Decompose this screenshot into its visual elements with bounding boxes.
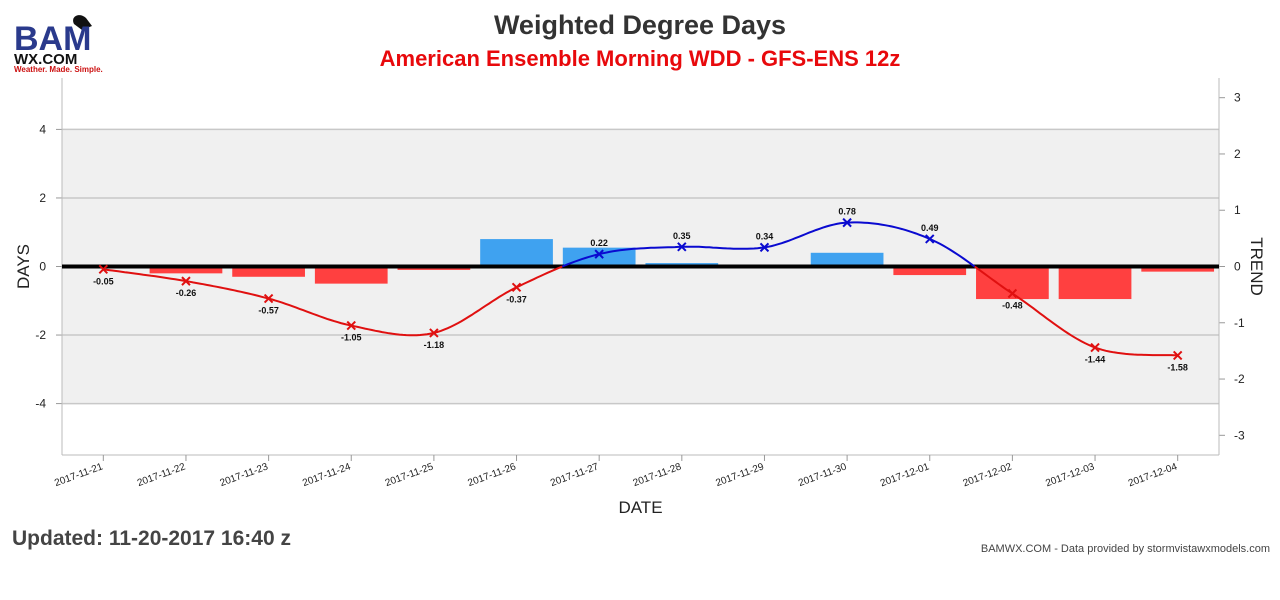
trend-marker — [511, 282, 522, 293]
y-axis-title: DAYS — [14, 244, 33, 289]
trend-marker — [263, 293, 274, 304]
x-axis-title: DATE — [618, 498, 662, 517]
trend-data-label: 0.22 — [590, 238, 608, 248]
trend-data-label: -0.26 — [176, 288, 197, 298]
trend-marker — [677, 242, 687, 252]
x-tick-label: 2017-11-29 — [714, 461, 766, 489]
x-tick-label: 2017-11-27 — [549, 461, 601, 489]
trend-marker — [98, 264, 109, 275]
y2-tick-label: -2 — [1234, 372, 1245, 386]
trend-marker — [842, 217, 852, 228]
trend-marker — [594, 249, 604, 259]
logo-site-text: WX.COM — [14, 51, 77, 68]
wdd-bar — [562, 247, 636, 267]
y2-axis-title: TREND — [1247, 237, 1266, 296]
y-tick-label: -4 — [35, 397, 46, 411]
trend-data-label: -0.57 — [258, 306, 279, 316]
trend-data-label: -1.58 — [1167, 362, 1188, 372]
data-credit: BAMWX.COM - Data provided by stormvistaw… — [980, 543, 1270, 555]
trend-marker — [1090, 342, 1100, 353]
logo-bam-text: BAM — [14, 20, 91, 58]
y2-tick-label: 1 — [1234, 203, 1241, 217]
x-tick-label: 2017-11-26 — [466, 461, 518, 489]
trend-data-label: 0.34 — [756, 231, 774, 241]
trend-data-label: -0.05 — [93, 276, 114, 286]
x-tick-label: 2017-12-01 — [879, 461, 931, 489]
x-tick-label: 2017-11-23 — [218, 461, 270, 489]
trend-data-label: 0.35 — [673, 231, 691, 241]
y2-tick-label: 2 — [1234, 147, 1241, 161]
trend-marker — [181, 276, 191, 286]
wdd-bar — [893, 266, 967, 276]
y-tick-label: 4 — [39, 122, 46, 136]
y2-tick-label: -3 — [1234, 428, 1245, 442]
x-tick-label: 2017-12-03 — [1044, 461, 1096, 489]
wdd-bar — [149, 266, 223, 274]
wdd-bar — [810, 252, 884, 267]
trend-data-label: -1.05 — [341, 333, 362, 343]
trend-data-label: -1.44 — [1085, 355, 1106, 365]
updated-timestamp: Updated: 11-20-2017 16:40 z — [12, 527, 291, 550]
x-tick-label: 2017-11-24 — [301, 461, 353, 489]
trend-marker — [1007, 288, 1018, 299]
y2-tick-label: -1 — [1234, 316, 1245, 330]
trend-marker — [346, 320, 356, 331]
y2-tick-label: 0 — [1234, 260, 1241, 274]
chart-title: Weighted Degree Days — [493, 10, 787, 40]
trend-marker — [429, 328, 439, 338]
trend-data-label: -0.48 — [1002, 301, 1023, 311]
trend-line — [561, 221, 976, 268]
x-tick-label: 2017-12-02 — [962, 461, 1014, 489]
bamwx-logo: BAM WX.COM Weather. Made. Simple. — [14, 15, 103, 74]
wdd-bar — [1058, 266, 1132, 300]
y-tick-label: 2 — [39, 191, 46, 205]
trend-line — [103, 265, 563, 337]
trend-data-label: -0.37 — [506, 294, 527, 304]
trend-marker — [1172, 350, 1183, 361]
wdd-bar — [232, 266, 305, 277]
x-tick-label: 2017-11-25 — [384, 461, 436, 489]
wdd-bar — [480, 239, 553, 267]
trend-data-label: 0.78 — [838, 207, 856, 217]
trend-marker — [759, 242, 770, 253]
x-tick-label: 2017-11-21 — [53, 461, 105, 489]
wdd-bar — [1141, 266, 1215, 272]
trend-data-label: -1.18 — [424, 340, 445, 350]
trend-data-label: 0.49 — [921, 223, 939, 233]
logo-tagline: Weather. Made. Simple. — [14, 65, 103, 74]
y2-tick-label: 3 — [1234, 91, 1241, 105]
x-tick-label: 2017-12-04 — [1127, 461, 1179, 489]
x-tick-label: 2017-11-30 — [797, 461, 849, 489]
chart-subtitle: American Ensemble Morning WDD - GFS-ENS … — [379, 46, 901, 71]
x-tick-label: 2017-11-22 — [136, 461, 188, 489]
y-tick-label: -2 — [35, 328, 46, 342]
x-tick-label: 2017-11-28 — [632, 461, 684, 489]
y-tick-label: 0 — [39, 260, 46, 274]
wdd-bar — [314, 266, 388, 284]
trend-marker — [925, 234, 935, 244]
